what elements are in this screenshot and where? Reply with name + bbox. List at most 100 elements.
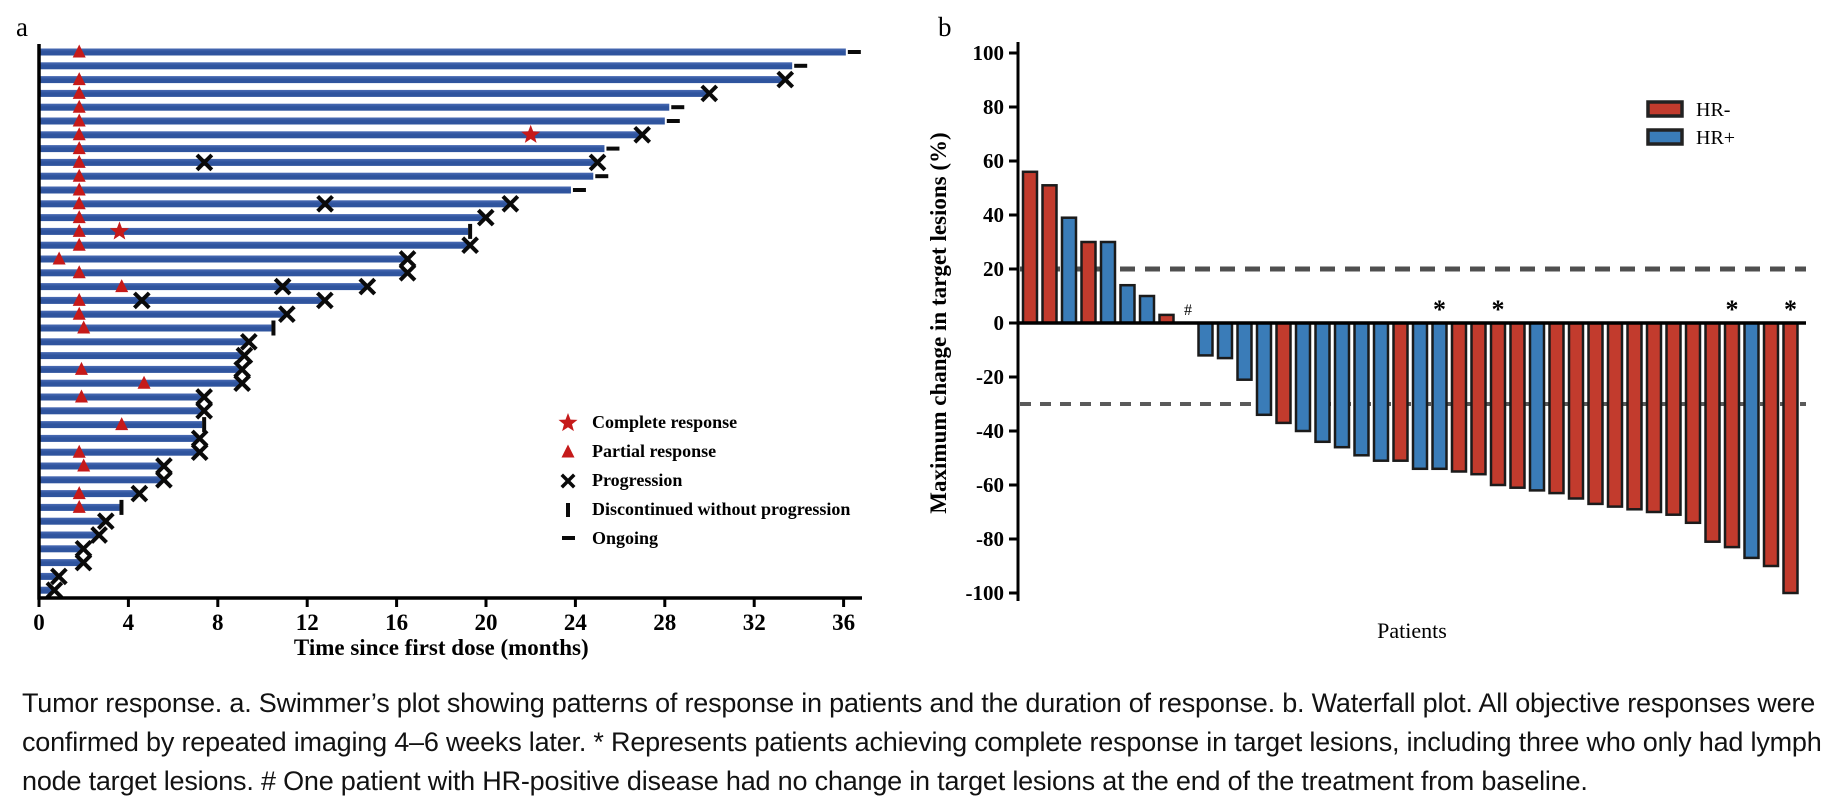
progression-x-icon	[316, 194, 334, 213]
complete-response-asterisk-mark: *	[1784, 295, 1797, 324]
y-tick-label: 0	[994, 311, 1005, 335]
progression-x-icon	[776, 70, 795, 89]
progression-x-icon	[273, 277, 292, 296]
partial-response-triangle-icon	[77, 320, 91, 334]
swimmer-bar	[40, 545, 82, 553]
waterfall-bar	[1041, 184, 1058, 325]
partial-response-triangle-icon	[72, 265, 86, 279]
swimmer-bar	[40, 158, 596, 166]
progression-x-icon	[240, 332, 258, 351]
progression-x-icon	[132, 291, 151, 310]
swimmer-bar	[40, 186, 571, 194]
caption-line-2: confirmed by repeated imaging 4–6 weeks …	[22, 727, 1822, 757]
swimmer-bar	[40, 172, 594, 180]
y-axis-title: Maximum change in target lesions (%)	[926, 132, 951, 513]
progression-x-icon	[476, 208, 495, 227]
partial-response-triangle-icon	[72, 154, 86, 168]
progression-x-icon	[398, 250, 417, 268]
x-tick-label: 0	[33, 610, 45, 635]
swimmer-bar	[40, 407, 203, 415]
waterfall-bar	[1626, 321, 1643, 511]
legend-swatch	[1646, 128, 1684, 146]
waterfall-bar	[1138, 294, 1156, 325]
x-tick-label: 28	[653, 610, 676, 635]
x-tick-label: 32	[743, 610, 766, 635]
discontinued-bar-icon	[468, 223, 473, 239]
partial-response-triangle-icon	[72, 99, 86, 113]
progression-x-icon	[90, 526, 108, 544]
swimmer-bar	[40, 586, 53, 594]
progression-x-icon	[560, 473, 576, 489]
x-tick-label: 36	[832, 610, 855, 635]
y-tick-label: 20	[983, 257, 1004, 281]
swimmer-bar	[40, 103, 670, 111]
swimmer-bar	[40, 131, 641, 139]
progression-x-icon	[588, 153, 607, 172]
ongoing-dash-icon	[572, 188, 586, 192]
waterfall-bar	[1528, 321, 1546, 492]
y-tick-label: 100	[973, 41, 1005, 65]
waterfall-bar	[1723, 321, 1741, 549]
waterfall-bar	[1431, 321, 1448, 471]
legend-label: Complete response	[592, 412, 737, 432]
waterfall-bar	[1489, 321, 1507, 487]
y-tick-label: -40	[976, 419, 1004, 443]
waterfall-bar	[1080, 240, 1097, 325]
waterfall-bar	[1762, 321, 1780, 568]
partial-response-triangle-icon	[72, 237, 86, 251]
discontinued-bar-icon	[271, 320, 276, 336]
progression-x-icon	[195, 401, 213, 420]
swimmer-bar	[40, 48, 846, 56]
swimmer-bar	[40, 227, 469, 235]
y-tick-label: 40	[983, 203, 1004, 227]
x-axis-title: Patients	[1377, 618, 1447, 643]
legend-label: HR-	[1696, 99, 1730, 121]
caption-line-1: Tumor response. a. Swimmer’s plot showin…	[22, 688, 1816, 718]
swimmer-bar	[40, 76, 784, 84]
swimmer-plot: 0 4 8 12 16 20 24 28 32 36 Time since first dose (…	[33, 44, 862, 660]
y-tick-label: -80	[976, 527, 1004, 551]
waterfall-bar	[1509, 321, 1526, 489]
waterfall-bar	[1021, 170, 1039, 325]
partial-response-triangle-icon	[72, 210, 86, 224]
partial-response-triangle-icon	[72, 196, 86, 210]
partial-response-triangle-icon	[72, 168, 86, 182]
caption-line-3: node target lesions. # One patient with …	[22, 766, 1588, 796]
waterfall-bar	[1372, 321, 1390, 462]
complete-response-star-icon	[521, 124, 541, 143]
partial-response-triangle-icon	[72, 113, 86, 127]
partial-response-triangle-icon	[74, 389, 88, 403]
y-tick-label: 60	[983, 149, 1004, 173]
swimmer-bar	[40, 365, 241, 373]
waterfall-bar	[1665, 321, 1682, 516]
complete-response-asterisk-mark: *	[1492, 295, 1505, 324]
swimmer-bar	[40, 531, 98, 539]
progression-x-icon	[190, 429, 209, 448]
ongoing-dash-icon	[671, 105, 685, 110]
swimmer-bar	[40, 517, 104, 525]
swimmer-bar	[40, 200, 509, 208]
swimmer-bar	[40, 476, 162, 484]
y-tick-label: -20	[976, 365, 1004, 389]
partial-response-triangle-icon	[72, 182, 86, 196]
waterfall-bar	[1294, 321, 1312, 433]
swimmer-bar	[40, 310, 285, 318]
figure-caption: Tumor response. a. Swimmer’s plot showin…	[22, 684, 1822, 801]
x-tick-label: 24	[564, 610, 588, 635]
partial-response-triangle-icon	[115, 279, 129, 293]
legend-swatch	[1646, 100, 1684, 118]
swimmer-bar	[40, 393, 203, 401]
waterfall-plot: # * * * * 100 80 60 40 20 0 -20 -40 -60 -80 -100 Maximum…	[926, 41, 1806, 643]
waterfall-bar	[1353, 321, 1370, 457]
discontinued-bar-icon	[119, 499, 124, 515]
progression-x-icon	[155, 470, 173, 489]
waterfall-bar	[1236, 321, 1253, 381]
progression-x-icon	[130, 484, 149, 503]
swimmer-bar	[40, 434, 198, 442]
partial-response-triangle-icon	[72, 44, 86, 58]
waterfall-bar	[1645, 321, 1663, 514]
waterfall-bar	[1587, 321, 1604, 506]
progression-x-icon	[398, 263, 417, 282]
swimmer-legend: Complete response Partial response Progres…	[558, 412, 850, 548]
